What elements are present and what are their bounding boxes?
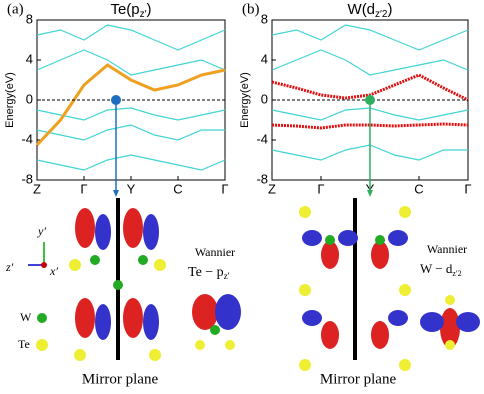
band-line <box>271 122 469 130</box>
arrowhead <box>113 190 119 197</box>
y-tick-label: 8 <box>26 11 33 26</box>
atom-label: Te <box>18 337 30 351</box>
plot-frame <box>36 19 226 181</box>
axis-label: z′ <box>5 260 14 274</box>
axis-label: y′ <box>37 224 46 238</box>
wannier-label: Wannier <box>195 245 235 259</box>
chart-title: Te(pz′) <box>110 1 151 20</box>
y-tick-label: 8 <box>261 11 268 26</box>
y-tick-label: 4 <box>261 51 268 66</box>
title-text: Te(p <box>110 1 139 18</box>
band-line <box>36 154 226 171</box>
x-tick-label: C <box>173 181 182 196</box>
y-axis-label: Energy(eV) <box>239 72 251 128</box>
x-tick-label: Y <box>127 181 136 196</box>
title-sub: z′ <box>140 9 147 20</box>
atom-label: W <box>20 310 32 324</box>
y-axis-label: Energy(eV) <box>4 72 16 128</box>
panel-label: (a) <box>7 1 24 17</box>
y-tick-label: -4 <box>256 131 268 146</box>
orbital-label: W − dz′2 <box>420 261 462 278</box>
y-tick-label: -4 <box>21 131 33 146</box>
wannier-label: Wannier <box>427 242 467 256</box>
mirror-label: Mirror plane <box>320 371 397 387</box>
panel-label: (b) <box>242 1 260 17</box>
x-tick-label: Γ <box>221 181 228 196</box>
y-tick-label: 0 <box>26 91 33 106</box>
x-tick-label: Z <box>268 181 276 196</box>
band-line <box>271 24 469 51</box>
arrowhead <box>367 190 373 197</box>
axis-label: x′ <box>49 264 58 278</box>
mirror-label: Mirror plane <box>82 371 159 387</box>
x-tick-label: C <box>414 181 423 196</box>
x-tick-label: Γ <box>317 181 324 196</box>
title-close: ) <box>387 1 392 18</box>
orbital-label: Te − pz′ <box>188 265 230 281</box>
x-tick-label: Γ <box>80 181 87 196</box>
title-text: W(d <box>348 1 376 18</box>
y-tick-label: -8 <box>21 171 33 186</box>
title-sub: z′2 <box>375 9 388 20</box>
title-close: ) <box>147 1 152 18</box>
chart-title: W(dz′2) <box>348 1 393 20</box>
band-line <box>36 124 225 141</box>
y-tick-label: 0 <box>261 91 268 106</box>
band-line <box>35 63 226 147</box>
band-line <box>36 49 226 76</box>
x-tick-label: Z <box>33 181 41 196</box>
x-tick-label: Γ <box>464 181 471 196</box>
band-line <box>36 24 226 51</box>
structure-art <box>28 198 480 371</box>
y-tick-label: -8 <box>256 171 268 186</box>
band-line <box>271 49 469 76</box>
band-line <box>36 107 226 121</box>
y-tick-label: 4 <box>26 51 33 66</box>
